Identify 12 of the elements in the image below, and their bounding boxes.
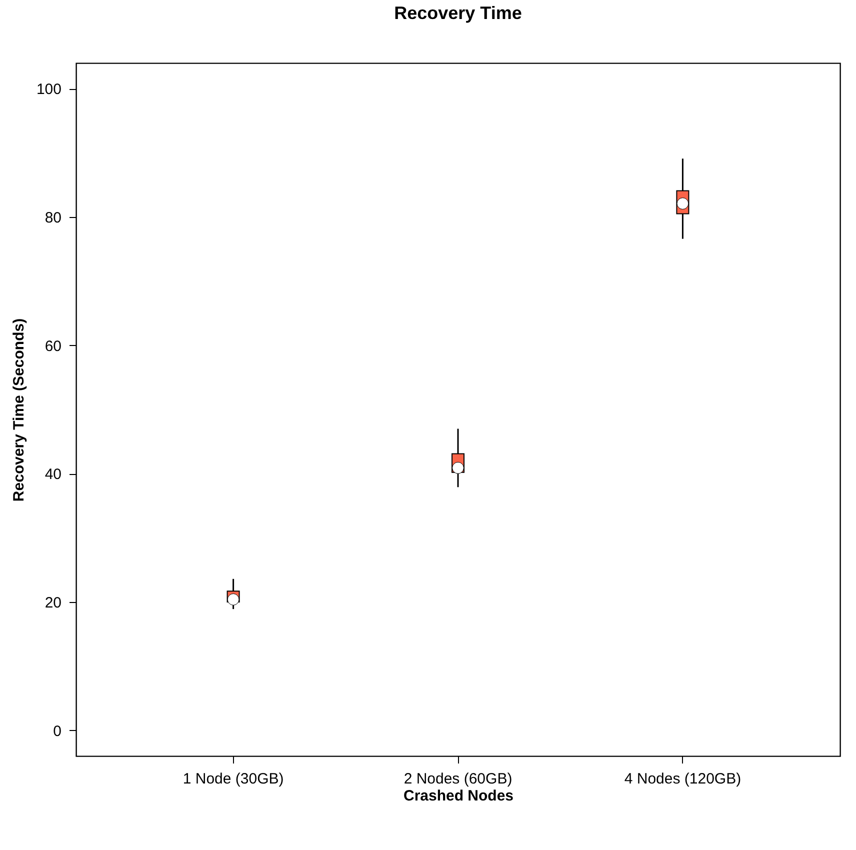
x-tick-label: 1 Node (30GB) — [182, 770, 284, 788]
y-tick-label: 40 — [44, 466, 62, 484]
chart-title: Recovery Time — [394, 3, 522, 23]
y-tick-label: 0 — [53, 722, 62, 740]
y-tick-label: 60 — [44, 338, 62, 355]
y-tick-label: 80 — [44, 210, 62, 226]
y-axis-title: Recovery Time (Seconds) — [10, 318, 28, 502]
x-tick-label: 2 Nodes (60GB) — [404, 770, 512, 788]
y-tick-label: 20 — [44, 594, 62, 612]
y-tick-label: 100 — [36, 81, 62, 98]
x-tick-label: 4 Nodes (120GB) — [624, 770, 742, 788]
x-axis-title: Crashed Nodes — [403, 788, 514, 804]
